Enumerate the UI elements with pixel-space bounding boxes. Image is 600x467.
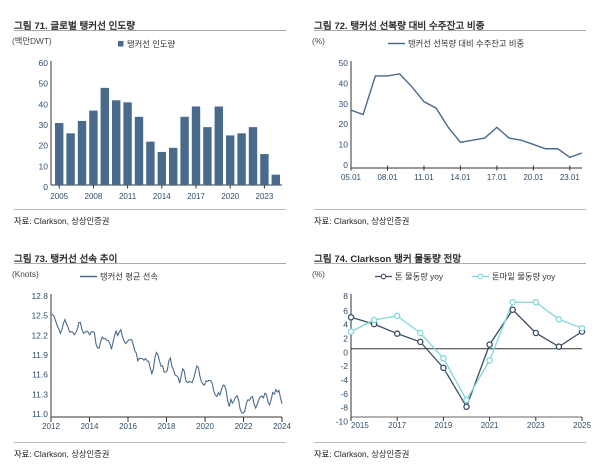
- svg-text:(Knots): (Knots): [12, 269, 39, 279]
- svg-text:2020: 2020: [221, 192, 239, 201]
- svg-text:05.01: 05.01: [341, 173, 362, 182]
- svg-text:12.5: 12.5: [31, 311, 48, 321]
- svg-text:20: 20: [339, 119, 349, 129]
- svg-text:2012: 2012: [42, 422, 60, 431]
- svg-text:0: 0: [343, 160, 348, 170]
- svg-text:11.6: 11.6: [32, 370, 48, 380]
- svg-text:60: 60: [39, 58, 49, 68]
- svg-text:20: 20: [39, 141, 49, 151]
- svg-text:탱커선 선복량 대비 수주잔고 비중: 탱커선 선복량 대비 수주잔고 비중: [408, 38, 524, 48]
- svg-text:17.01: 17.01: [487, 173, 508, 182]
- svg-text:10: 10: [39, 161, 49, 171]
- svg-text:40: 40: [339, 78, 349, 88]
- svg-text:탱커선 평균 선속: 탱커선 평균 선속: [100, 271, 158, 281]
- svg-text:2024: 2024: [273, 422, 291, 431]
- svg-text:11.9: 11.9: [32, 350, 48, 360]
- svg-text:2018: 2018: [158, 422, 176, 431]
- svg-text:2021: 2021: [481, 421, 499, 430]
- svg-text:0: 0: [343, 347, 348, 357]
- svg-text:2014: 2014: [81, 422, 99, 431]
- svg-text:2017: 2017: [388, 421, 406, 430]
- svg-text:-4: -4: [340, 375, 348, 385]
- svg-text:14.01: 14.01: [450, 173, 471, 182]
- svg-text:2011: 2011: [119, 192, 137, 201]
- svg-text:12.2: 12.2: [31, 330, 48, 340]
- svg-text:2017: 2017: [187, 192, 205, 201]
- svg-text:4: 4: [343, 320, 348, 330]
- svg-text:0: 0: [43, 182, 48, 192]
- svg-text:2015: 2015: [351, 421, 369, 430]
- svg-text:50: 50: [339, 58, 349, 68]
- svg-text:12.8: 12.8: [31, 291, 48, 301]
- svg-text:10: 10: [339, 140, 349, 150]
- svg-text:11.0: 11.0: [32, 409, 48, 419]
- svg-text:(%): (%): [312, 36, 325, 46]
- svg-text:8: 8: [343, 291, 348, 301]
- svg-text:30: 30: [39, 120, 49, 130]
- svg-text:2020: 2020: [196, 422, 214, 431]
- svg-text:톤 물동량 yoy: 톤 물동량 yoy: [395, 271, 444, 281]
- svg-text:11.01: 11.01: [414, 173, 434, 182]
- svg-text:50: 50: [39, 79, 49, 89]
- svg-text:톤마일 물동량 yoy: 톤마일 물동량 yoy: [492, 271, 556, 281]
- svg-text:2008: 2008: [85, 192, 103, 201]
- svg-text:탱커선 인도량: 탱커선 인도량: [127, 39, 175, 49]
- svg-text:08.01: 08.01: [377, 173, 398, 182]
- svg-text:2: 2: [343, 334, 348, 344]
- svg-text:6: 6: [343, 306, 348, 316]
- svg-text:-6: -6: [340, 389, 348, 399]
- svg-text:20.01: 20.01: [523, 173, 544, 182]
- svg-text:-10: -10: [336, 417, 349, 427]
- svg-text:(%): (%): [312, 269, 325, 279]
- svg-text:30: 30: [339, 99, 349, 109]
- svg-text:2025: 2025: [573, 421, 591, 430]
- svg-text:(백만DWT): (백만DWT): [12, 36, 52, 46]
- svg-text:2022: 2022: [235, 422, 253, 431]
- svg-text:2019: 2019: [435, 421, 453, 430]
- svg-text:2005: 2005: [50, 192, 68, 201]
- svg-text:2023: 2023: [527, 421, 545, 430]
- svg-text:2023: 2023: [256, 192, 274, 201]
- svg-text:11.3: 11.3: [32, 389, 48, 399]
- svg-text:23.01: 23.01: [560, 173, 581, 182]
- svg-text:2014: 2014: [153, 192, 171, 201]
- svg-text:-8: -8: [340, 403, 348, 413]
- svg-text:2016: 2016: [119, 422, 137, 431]
- svg-text:-2: -2: [340, 361, 348, 371]
- svg-text:40: 40: [39, 99, 49, 109]
